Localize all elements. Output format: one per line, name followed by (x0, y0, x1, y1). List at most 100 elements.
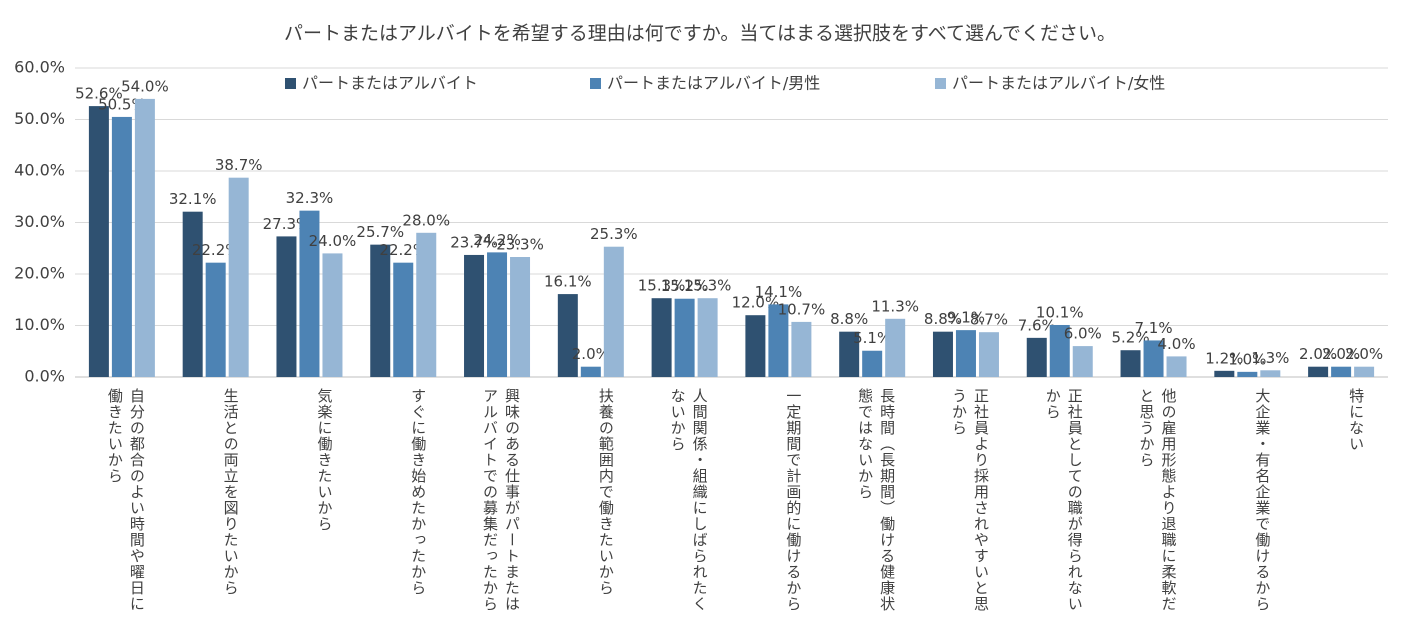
x-tick-label: 生活との両立を図りたいから (221, 388, 240, 596)
value-label: 2.0% (1345, 345, 1383, 363)
value-label: 5.1% (853, 329, 891, 347)
value-label: 12.0% (732, 294, 780, 312)
legend-swatch (285, 78, 296, 89)
value-label: 54.0% (121, 77, 169, 95)
bar (205, 262, 226, 377)
x-tick-label: 自分の都合のよい時間や曜日に働きたいから (105, 388, 146, 612)
chart-title: パートまたはアルバイトを希望する理由は何ですか。当てはまる選択肢をすべて選んでく… (284, 23, 1116, 45)
bar (978, 332, 999, 377)
x-tick-label: すぐに働き始めたかったから (409, 388, 428, 596)
value-label: 2.0% (1299, 345, 1337, 363)
x-tick-label: 気楽に働きたいから (315, 388, 334, 532)
bar (674, 298, 695, 377)
bar (276, 236, 297, 377)
value-label: 2.0% (1322, 345, 1360, 363)
value-label: 15.3% (684, 277, 732, 295)
value-label: 15.2% (661, 277, 709, 295)
value-label: 50.5% (98, 95, 146, 113)
bar (791, 321, 812, 377)
value-label: 22.2% (379, 241, 427, 259)
x-tick-label: 正社員より採用されやすいと思うから (949, 388, 990, 612)
y-tick-label: 40.0% (14, 161, 65, 180)
x-tick-label: 一定期間で計画的に働けるから (784, 388, 803, 612)
value-label: 8.8% (830, 310, 868, 328)
bar (885, 318, 906, 377)
legend-label: パートまたはアルバイト (302, 74, 478, 93)
value-label: 52.6% (75, 85, 123, 103)
bar (1331, 366, 1352, 377)
y-tick-label: 20.0% (14, 264, 65, 283)
value-label: 23.3% (496, 236, 544, 254)
x-tick-label: 他の雇用形態より退職に柔軟だと思うから (1137, 388, 1178, 612)
bar (111, 116, 132, 378)
value-label: 4.0% (1157, 335, 1195, 353)
value-label: 8.7% (970, 311, 1008, 329)
x-tick-label: 扶養の範囲内で働きたいから (596, 388, 615, 596)
value-label: 25.3% (590, 225, 638, 243)
value-label: 1.0% (1228, 350, 1266, 368)
value-label: 14.1% (755, 283, 803, 301)
y-tick-label: 0.0% (24, 367, 65, 386)
value-label: 22.2% (192, 241, 240, 259)
value-label: 25.7% (356, 223, 404, 241)
bar (1166, 356, 1187, 377)
bar (1237, 371, 1258, 377)
value-label: 23.7% (450, 233, 498, 251)
value-label: 5.2% (1111, 329, 1149, 347)
value-label: 16.1% (544, 273, 592, 291)
y-tick-label: 30.0% (14, 212, 65, 231)
bar (416, 232, 437, 377)
bar (299, 210, 320, 377)
bar (955, 330, 976, 377)
bar (768, 304, 789, 377)
x-tick-label: 特にない (1347, 388, 1366, 452)
x-tick-label: 人間関係・組織にしばられたくないから (668, 388, 709, 612)
bar (603, 246, 624, 377)
bar (1049, 324, 1070, 377)
y-tick-label: 50.0% (14, 109, 65, 128)
bar (1260, 370, 1281, 377)
bar (1026, 337, 1047, 377)
value-label: 7.6% (1018, 316, 1056, 334)
bar (134, 98, 155, 378)
value-label: 32.3% (286, 189, 334, 207)
bar (1072, 346, 1093, 377)
legend-label: パートまたはアルバイト/男性 (607, 74, 820, 93)
bar (487, 252, 508, 377)
legend-label: パートまたはアルバイト/女性 (952, 74, 1165, 93)
x-tick-label: 大企業・有名企業で働けるから (1253, 388, 1272, 612)
bar (839, 331, 860, 377)
bar (393, 262, 414, 377)
bar (464, 254, 485, 377)
value-label: 24.0% (309, 232, 357, 250)
bar (1143, 340, 1164, 377)
bar (932, 331, 953, 377)
value-label: 1.2% (1205, 349, 1243, 367)
bar (322, 253, 343, 377)
bar (182, 211, 203, 377)
value-label: 7.1% (1134, 319, 1172, 337)
x-tick-label: 正社員としての職が得られないから (1043, 388, 1084, 612)
bar (228, 177, 249, 377)
value-label: 11.3% (871, 297, 919, 315)
bar (1214, 370, 1235, 377)
x-tick-label: 興味のある仕事がパートまたはアルバイトでの募集だったから (481, 388, 522, 612)
bar (557, 294, 578, 377)
bar (1354, 366, 1375, 377)
value-label: 27.3% (263, 215, 311, 233)
value-label: 1.3% (1251, 349, 1289, 367)
value-label: 6.0% (1064, 325, 1102, 343)
value-label: 8.8% (924, 310, 962, 328)
value-label: 24.2% (473, 231, 521, 249)
bar (697, 298, 718, 377)
value-label: 2.0% (572, 345, 610, 363)
bar (862, 350, 883, 377)
bar (651, 298, 672, 377)
bar (370, 244, 391, 377)
bar (510, 257, 531, 377)
bar (1120, 350, 1141, 377)
value-label: 9.1% (947, 309, 985, 327)
bar (745, 315, 766, 377)
value-label: 10.1% (1036, 303, 1084, 321)
x-tick-label: 長時間（長期間）働ける健康状態ではないから (856, 388, 897, 612)
